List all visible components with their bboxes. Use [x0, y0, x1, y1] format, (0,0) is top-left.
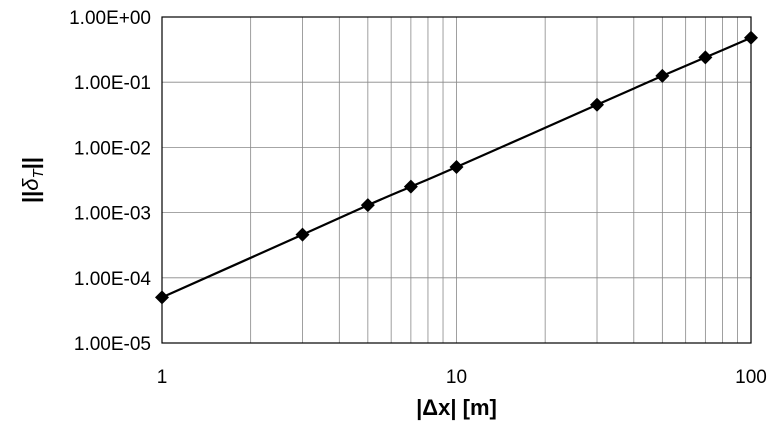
data-point-marker: [655, 68, 670, 83]
data-point-marker: [744, 30, 758, 45]
y-tick-label: 1.00E+00: [69, 8, 151, 29]
y-axis-title-prefix: ||: [18, 191, 43, 203]
y-tick-labels: 1.00E-05 1.00E-04 1.00E-03 1.00E-02 1.00E-01…: [69, 8, 151, 355]
y-tick-label: 1.00E-04: [74, 269, 152, 290]
y-tick-label: 1.00E-05: [74, 334, 151, 355]
data-point-marker: [360, 198, 375, 213]
y-axis-title-suffix: ||: [18, 157, 43, 169]
y-tick-label: 1.00E-02: [74, 138, 151, 159]
data-markers: [155, 30, 758, 305]
x-tick-label: 100: [735, 367, 767, 388]
x-tick-labels: 1 10 100: [157, 367, 767, 388]
y-axis-title-symbol: δ: [18, 178, 43, 191]
y-tick-label: 1.00E-01: [74, 73, 151, 94]
grid: [162, 17, 751, 343]
plot-area-frame: [161, 16, 752, 344]
y-axis-title-subscript: T: [30, 167, 47, 178]
data-point-marker: [295, 227, 310, 242]
data-point-marker: [698, 50, 713, 65]
data-point-marker: [403, 179, 418, 194]
data-point-marker: [590, 97, 605, 112]
x-tick-label: 10: [446, 367, 467, 388]
x-axis-title: |Δx| [m]: [416, 395, 497, 420]
x-tick-label: 1: [157, 367, 168, 388]
data-point-marker: [449, 160, 464, 175]
y-axis-title: ||δT||: [18, 157, 47, 203]
y-tick-label: 1.00E-03: [74, 204, 151, 225]
data-point-marker: [155, 290, 169, 305]
